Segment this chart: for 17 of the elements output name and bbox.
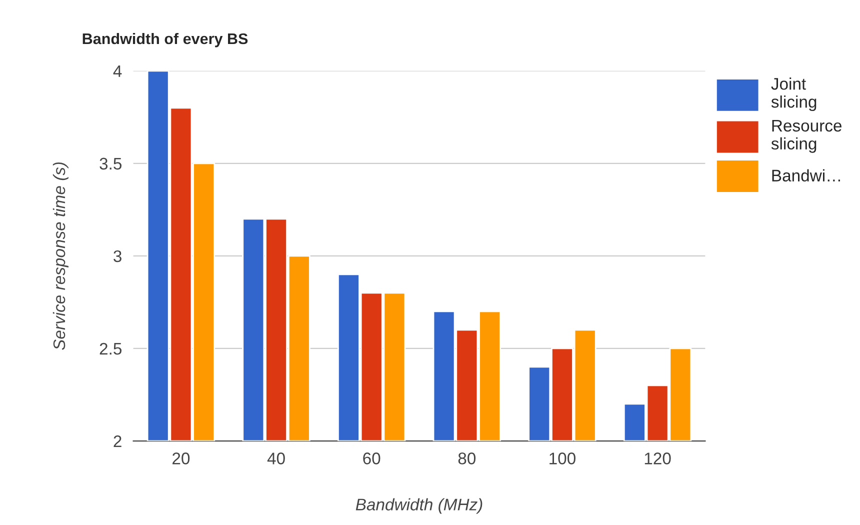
y-tick-label: 2 [114, 435, 122, 448]
y-tick-label: 3.5 [100, 158, 122, 170]
x-axis-title: Bandwidth (MHz) [356, 498, 482, 514]
y-tick-label: 4 [113, 65, 122, 77]
x-tick-label: 80 [458, 452, 476, 464]
x-tick-label: 60 [363, 452, 380, 464]
y-axis-title: Service response time (s) [52, 162, 68, 350]
legend-label: Bandwi… [772, 169, 840, 182]
x-tick-label: 20 [172, 452, 190, 464]
x-tick-label: 120 [644, 452, 671, 464]
legend-label: Resource slicing [771, 120, 842, 153]
legend-label: Joint slicing [771, 78, 816, 112]
y-tick-label: 2.5 [100, 342, 122, 355]
x-tick-label: 40 [267, 452, 285, 464]
x-tick-label: 100 [550, 452, 576, 464]
chart-title: Bandwidth of every BS [82, 32, 248, 48]
y-tick-label: 3 [114, 250, 122, 262]
